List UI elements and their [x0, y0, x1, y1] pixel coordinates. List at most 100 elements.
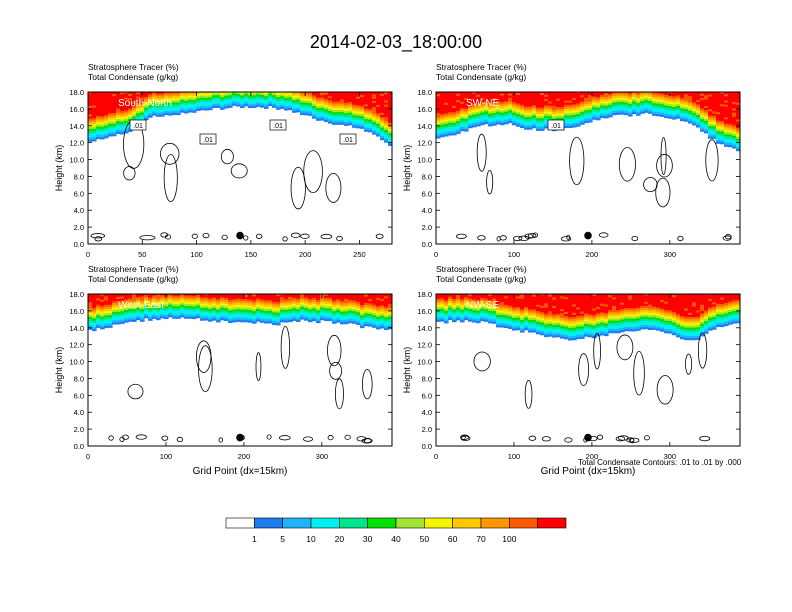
tracer-cell — [116, 120, 121, 124]
condensate-contour — [160, 142, 180, 165]
tracer-cell — [464, 311, 469, 314]
tracer-cell — [180, 103, 185, 107]
surface-cloud-contour — [512, 235, 523, 242]
tracer-cell — [732, 103, 737, 107]
tracer-cell — [684, 333, 689, 336]
tracer-cell — [668, 330, 673, 334]
tracer-cell — [664, 303, 669, 306]
tracer-cell — [364, 310, 369, 314]
tracer-cell — [160, 105, 165, 109]
tracer-cell — [528, 323, 533, 327]
tracer-cell — [144, 92, 149, 95]
tracer-cell — [556, 302, 561, 306]
tracer-cell — [380, 317, 385, 321]
tracer-cell — [360, 96, 365, 100]
tracer-cell — [192, 105, 197, 109]
tracer-cell — [272, 303, 277, 307]
tracer-cell — [616, 112, 621, 115]
tracer-cell — [484, 98, 489, 101]
tracer-cell — [520, 319, 525, 323]
tracer-cell — [144, 115, 149, 119]
tracer-cell — [508, 326, 513, 330]
tracer-cell — [556, 334, 561, 338]
tracer-cell — [152, 294, 157, 296]
tracer-cell — [636, 296, 641, 300]
tracer-cell — [504, 102, 509, 106]
tracer-cell — [316, 92, 321, 94]
tracer-cell — [632, 294, 637, 298]
tracer-cell — [672, 112, 677, 116]
tracer-cell — [116, 315, 121, 319]
tracer-cell — [308, 311, 313, 314]
tracer-cell — [564, 118, 569, 122]
tracer-cell — [100, 320, 105, 323]
tracer-cell — [204, 92, 209, 94]
tracer-cell — [472, 114, 477, 117]
tracer-cell — [556, 112, 561, 116]
tracer-cell — [380, 325, 385, 329]
tracer-cell — [480, 122, 485, 126]
tracer-cell — [528, 310, 533, 314]
tracer-cell — [552, 334, 557, 338]
tracer-cell — [460, 96, 465, 100]
tracer-cell — [540, 94, 545, 98]
tracer-cell — [636, 323, 641, 327]
tracer-cell — [552, 311, 557, 315]
tracer-cell — [632, 326, 637, 330]
tracer-cell — [96, 127, 101, 131]
tracer-cell — [356, 119, 361, 123]
tracer-cell — [536, 92, 541, 95]
tracer-cell — [668, 324, 673, 328]
tracer-cell — [680, 321, 685, 325]
tracer-cell — [96, 125, 101, 129]
tracer-cell — [504, 106, 509, 110]
tracer-cell — [260, 96, 265, 100]
tracer-cell — [180, 95, 185, 98]
tracer-cell — [680, 334, 685, 338]
tracer-cell — [352, 99, 357, 103]
tracer-cell — [124, 300, 129, 304]
tracer-cell — [620, 295, 625, 299]
tracer-cell — [728, 129, 733, 133]
tracer-cell — [724, 123, 729, 126]
tracer-cell — [160, 307, 165, 310]
tracer-cell — [128, 302, 133, 305]
tracer-cell — [200, 309, 205, 313]
tracer-cell — [444, 316, 449, 320]
surface-cloud-contour — [90, 233, 106, 239]
tracer-cell — [708, 131, 713, 135]
tracer-cell — [676, 319, 681, 323]
tracer-cell — [628, 294, 633, 298]
tracer-cell — [712, 92, 717, 95]
tracer-cell — [628, 318, 633, 321]
tracer-cell — [456, 315, 461, 319]
y-tick-label: 4.0 — [74, 206, 84, 215]
tracer-cell — [204, 99, 209, 103]
tracer-cell — [156, 294, 161, 297]
tracer-cell — [144, 96, 149, 100]
tracer-cell — [340, 313, 345, 316]
tracer-cell — [600, 317, 605, 321]
tracer-cell — [620, 111, 625, 115]
tracer-cell — [320, 109, 325, 113]
tracer-cell — [296, 294, 301, 297]
tracer-cell — [452, 298, 457, 302]
tracer-cell — [436, 302, 441, 306]
tracer-cell — [312, 314, 317, 317]
tracer-cell — [520, 310, 525, 314]
tracer-cell — [504, 323, 509, 326]
tracer-cell — [496, 295, 501, 298]
tracer-cell — [688, 89, 693, 92]
tracer-cell — [604, 301, 609, 305]
tracer-cell — [516, 310, 521, 314]
tracer-cell — [356, 115, 361, 118]
tracer-cell — [312, 101, 317, 104]
tracer-cell — [468, 312, 473, 316]
tracer-cell — [540, 294, 545, 296]
tracer-cell — [556, 328, 561, 331]
tracer-cell — [676, 294, 681, 296]
tracer-cell — [320, 300, 325, 304]
tracer-cell — [516, 92, 521, 96]
surface-cloud-contour — [119, 436, 125, 442]
tracer-cell — [636, 315, 641, 319]
